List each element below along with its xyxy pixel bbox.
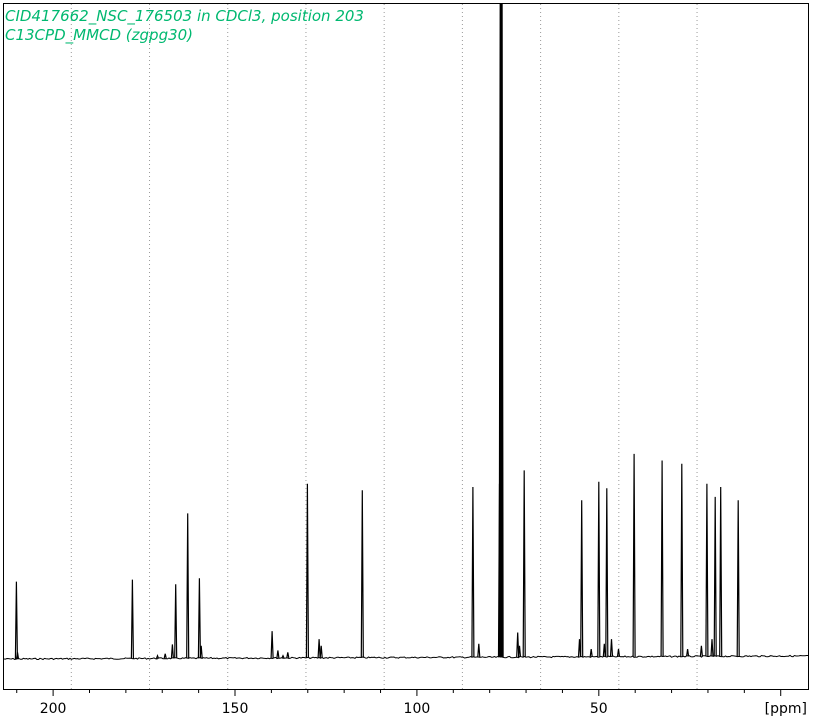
spectrum-peak	[199, 645, 203, 659]
x-tick-label: 200	[40, 701, 67, 717]
spectrum-peak	[130, 579, 134, 659]
spectrum-trace	[3, 3, 808, 661]
spectrum-peak	[660, 460, 664, 657]
spectrum-peak	[14, 581, 18, 660]
spectrum-peak	[286, 652, 290, 659]
spectrum-peak	[589, 649, 593, 657]
spectrum-peak	[155, 653, 160, 659]
spectrum-peak	[605, 488, 609, 657]
plot-frame	[3, 3, 809, 690]
spectrum-peak	[680, 463, 684, 657]
spectrum-peak	[609, 639, 614, 657]
spectrum-peak	[197, 578, 201, 659]
spectrum-peak	[170, 644, 174, 659]
spectrum-peak	[317, 639, 321, 658]
spectrum-peak	[602, 643, 606, 657]
x-axis-unit-label: [ppm]	[765, 701, 807, 717]
x-axis: 200 150 100 50	[16, 690, 782, 717]
spectrum-peak	[699, 645, 703, 657]
spectrum-peak	[163, 653, 167, 659]
spectrum-peak	[281, 654, 285, 659]
title-line-1: CID417662_NSC_176503 in CDCl3, position …	[5, 7, 364, 26]
spectrum-peak	[471, 486, 475, 658]
spectrum-peak	[522, 470, 526, 658]
spectrum-peak	[632, 453, 636, 657]
spectrum-peak	[616, 649, 621, 657]
spectrum-peak	[719, 486, 723, 657]
spectrum-peak	[686, 649, 690, 657]
grid-lines	[70, 4, 698, 690]
spectrum-peak	[270, 631, 274, 659]
spectrum-peak	[580, 500, 584, 657]
spectrum-peak	[705, 483, 709, 657]
title-line-2: C13CPD_MMCD (zgpg30)	[5, 26, 193, 45]
spectrum-peak	[15, 652, 20, 659]
spectrum-peak	[360, 490, 364, 658]
spectrum-peak	[174, 584, 178, 659]
x-tick-label: 100	[404, 701, 431, 717]
spectrum-peak	[713, 496, 717, 657]
spectrum-peak	[276, 650, 280, 659]
spectrum-peak	[186, 513, 190, 659]
spectrum-peak	[499, 3, 504, 658]
spectrum-peak	[710, 639, 714, 657]
spectrum-peak	[597, 481, 601, 657]
spectrum-peak	[517, 645, 522, 658]
spectrum-peak	[319, 645, 323, 658]
spectrum-peak	[516, 632, 520, 658]
spectrum-peak	[477, 643, 481, 658]
spectrum-peak	[736, 500, 740, 657]
x-tick-label: 150	[222, 701, 249, 717]
spectrum-baseline	[3, 654, 808, 661]
spectrum-peak	[305, 483, 309, 658]
x-tick-label: 50	[590, 701, 608, 717]
